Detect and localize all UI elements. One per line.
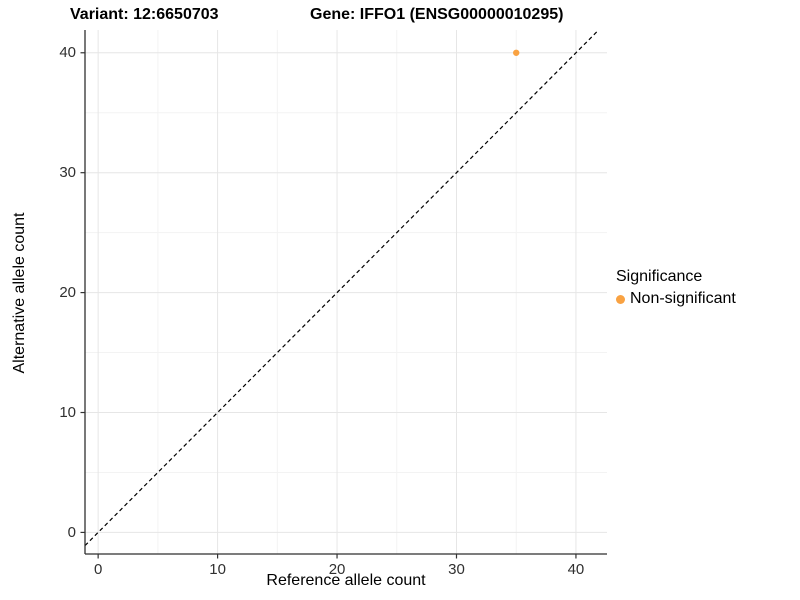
y-axis-label: Alternative allele count [11, 212, 28, 374]
y-tick-label: 30 [59, 164, 76, 182]
legend-title: Significance [616, 268, 703, 285]
x-tick-label: 20 [328, 561, 346, 578]
y-tick-label: 40 [59, 44, 76, 62]
legend-item-non-significant: Non-significant [616, 290, 736, 308]
x-tick-label: 30 [448, 561, 465, 578]
x-axis-label: Reference allele count [266, 572, 426, 589]
legend-dot-icon [616, 294, 625, 304]
legend: Significance Non-significant [616, 268, 736, 308]
y-tick-label: 10 [59, 404, 76, 421]
y-tick-label: 20 [59, 284, 76, 302]
y-tick-label: 0 [67, 523, 76, 541]
x-tick-label: 0 [93, 561, 103, 578]
plot-title-gene: Gene: IFFO1 (ENSG00000010295) [310, 6, 564, 23]
identity-dashed-line [84, 29, 600, 547]
legend-item-label: Non-significant [630, 290, 736, 307]
x-tick-label: 40 [567, 561, 585, 578]
x-tick-label: 10 [209, 561, 226, 578]
plot-title-variant: Variant: 12:6650703 [70, 6, 219, 23]
data-point [513, 49, 520, 56]
